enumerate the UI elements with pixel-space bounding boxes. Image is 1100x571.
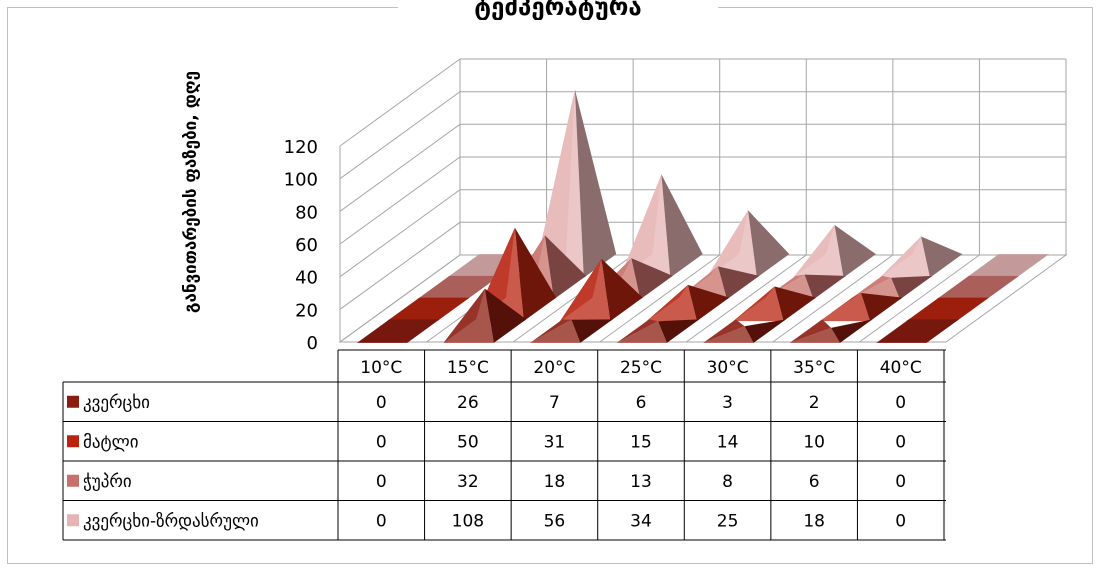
y-tick-label: 20	[295, 300, 318, 321]
data-cell-value: 13	[630, 472, 652, 492]
y-tick-label: 0	[307, 333, 318, 354]
data-cell-value: 14	[717, 432, 739, 452]
pyramid-mark	[879, 236, 963, 278]
pyramid-mark	[936, 275, 1019, 300]
y-axis-label: განვითარების ფაზები, დღე	[181, 71, 201, 313]
data-cell-value: 6	[809, 472, 820, 492]
data-cell-value: 18	[803, 511, 825, 531]
pyramid-mark	[906, 297, 989, 322]
y-tick-label: 80	[295, 202, 318, 223]
data-cell-value: 10	[803, 432, 825, 452]
category-label: 35°C	[793, 358, 835, 378]
data-cell-value: 31	[544, 432, 566, 452]
pyramid-mark	[620, 174, 703, 278]
data-cell-value: 0	[376, 393, 387, 413]
pyramid-mark	[733, 286, 816, 322]
pyramid-mark	[646, 284, 730, 322]
category-label: 25°C	[620, 358, 662, 378]
data-cell-value: 26	[457, 393, 479, 413]
data-cell-value: 34	[630, 511, 652, 531]
y-tick-label: 40	[295, 268, 318, 289]
legend-series-name: კვერცხი	[83, 393, 150, 413]
pyramid-mark	[417, 275, 500, 300]
data-cell-value: 56	[544, 511, 566, 531]
pyramid-mark	[876, 319, 959, 343]
data-cell-value: 0	[376, 472, 387, 492]
pyramid-mark	[793, 225, 876, 278]
category-label: 30°C	[707, 358, 749, 378]
category-label: 15°C	[447, 358, 489, 378]
pyramid-mark	[966, 254, 1049, 278]
y-tick-label: 100	[284, 170, 318, 191]
data-cell-value: 32	[457, 472, 479, 492]
data-cell-value: 3	[722, 393, 733, 413]
pyramid-mark	[387, 297, 470, 322]
data-cell-value: 15	[630, 432, 652, 452]
data-cell-value: 108	[452, 511, 484, 531]
data-cell-value: 0	[895, 393, 906, 413]
legend-swatch	[67, 435, 79, 448]
y-tick-label: 120	[284, 137, 318, 158]
chart-frame: ტემპერატურა	[7, 0, 1093, 564]
legend-series-name: მატლი	[83, 432, 139, 452]
data-cell-value: 0	[376, 511, 387, 531]
data-cell-value: 6	[636, 393, 647, 413]
data-cell-value: 25	[717, 511, 739, 531]
data-cell-value: 7	[549, 393, 560, 413]
pyramid-mark	[703, 319, 786, 343]
category-label: 40°C	[880, 358, 922, 378]
legend-swatch	[67, 514, 79, 527]
category-label: 20°C	[533, 358, 575, 378]
pyramid-mark	[616, 319, 700, 343]
y-tick-label: 60	[295, 235, 318, 256]
legend-swatch	[67, 474, 79, 487]
data-cell-value: 0	[895, 511, 906, 531]
data-cell-value: 50	[457, 432, 479, 452]
pyramid-mark	[530, 319, 613, 343]
data-cell-value: 8	[722, 472, 733, 492]
pyramid-mark	[357, 319, 440, 343]
data-cell-value: 18	[544, 472, 566, 492]
pyramid-mark	[819, 293, 903, 322]
pyramid-mark	[443, 288, 527, 343]
data-cell-value: 0	[895, 472, 906, 492]
pyramid-mark	[706, 210, 790, 278]
pyramid-mark	[560, 258, 643, 322]
category-label: 10°C	[360, 358, 402, 378]
legend-swatch	[67, 395, 79, 408]
data-cell-value: 0	[376, 432, 387, 452]
legend-series-name: ჭუპრი	[83, 472, 132, 492]
pyramid-mark	[789, 319, 873, 343]
data-cell-value: 0	[895, 432, 906, 452]
legend-series-name: კვერცხი-ზრდასრული	[83, 511, 259, 531]
pyramid-mark	[533, 89, 617, 278]
chart-title: ტემპერატურა	[398, 0, 718, 20]
data-cell-value: 2	[809, 393, 820, 413]
